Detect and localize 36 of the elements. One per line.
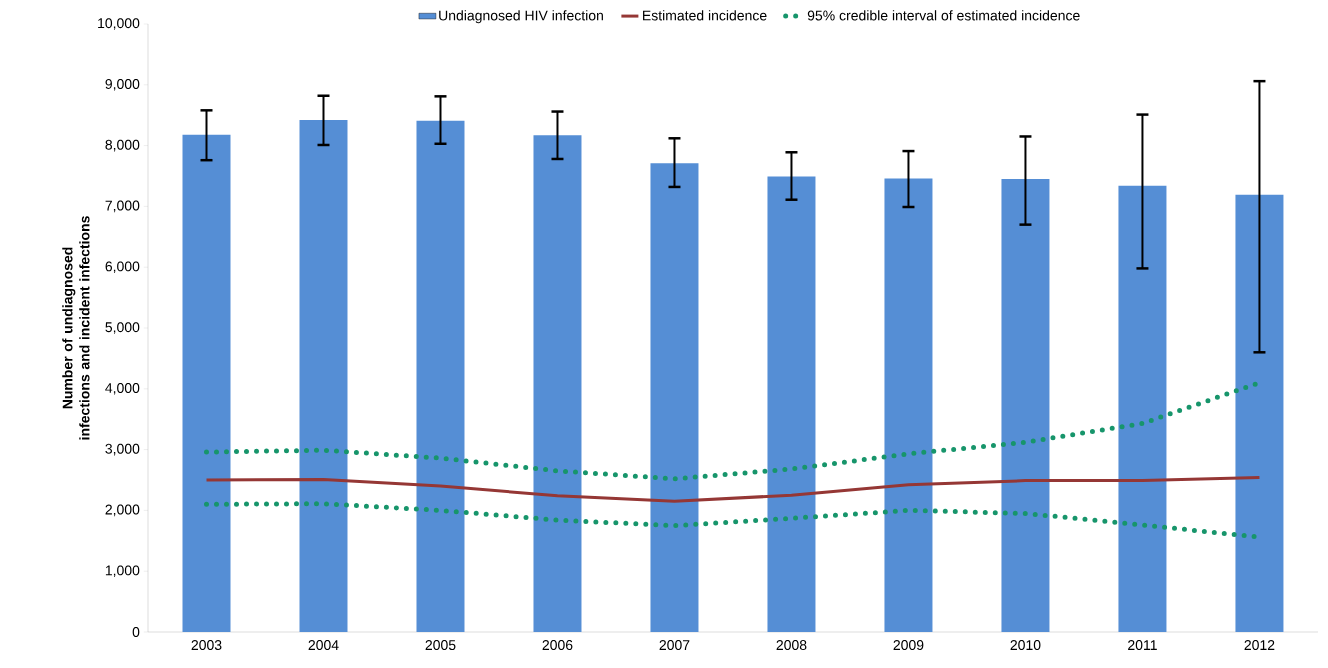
y-tick-label: 8,000 <box>105 139 140 152</box>
bar <box>1001 179 1050 632</box>
bar <box>299 120 348 632</box>
y-tick-label: 4,000 <box>105 383 140 395</box>
y-tick-label: 1,000 <box>105 565 140 577</box>
y-tick-label: 10,000 <box>98 18 140 30</box>
x-tick-label: 2010 <box>1010 640 1041 651</box>
x-tick-label: 2011 <box>1128 640 1157 651</box>
x-tick-label: 2009 <box>893 640 924 651</box>
y-tick-label: 0 <box>132 627 140 637</box>
x-tick-label: 2012 <box>1244 640 1275 651</box>
y-axis-title: Number of undiagnosed infections and incident infections <box>62 216 90 440</box>
y-tick-label: 5,000 <box>105 322 140 334</box>
bar <box>182 134 231 632</box>
y-tick-label: 6,000 <box>105 261 140 273</box>
bar <box>1235 194 1284 632</box>
bar <box>533 135 582 632</box>
y-tick-label: 7,000 <box>105 200 140 213</box>
x-tick-label: 2004 <box>308 640 339 651</box>
bar <box>650 163 699 632</box>
x-tick-label: 2005 <box>425 640 456 651</box>
legend-label: 95% credible interval of estimated incidence <box>807 10 1080 21</box>
legend-label: Estimated incidence <box>643 10 767 21</box>
y-tick-label: 2,000 <box>105 504 140 517</box>
x-tick-label: 2007 <box>659 640 690 651</box>
y-tick-label: 3,000 <box>105 443 140 456</box>
bar <box>416 120 465 632</box>
bar <box>1118 185 1167 632</box>
line-series <box>205 476 1261 503</box>
x-tick-label: 2003 <box>191 640 222 651</box>
x-tick-label: 2006 <box>542 640 573 651</box>
x-tick-label: 2008 <box>776 640 807 651</box>
legend-label: Undiagnosed HIV infection <box>439 10 603 24</box>
bar <box>767 176 816 632</box>
y-tick-label: 9,000 <box>105 79 140 91</box>
bar <box>884 178 933 632</box>
